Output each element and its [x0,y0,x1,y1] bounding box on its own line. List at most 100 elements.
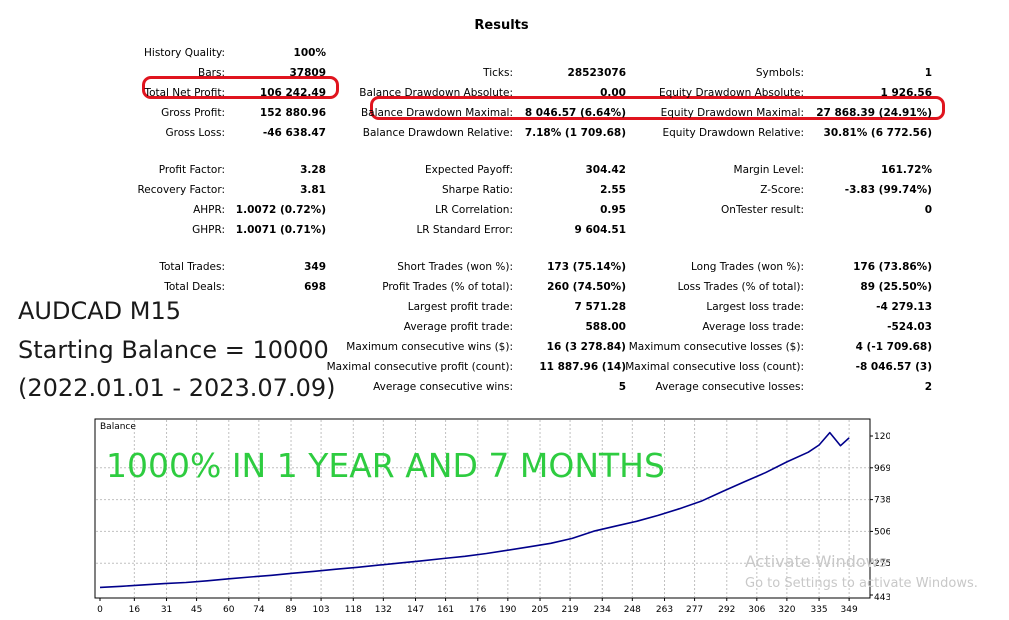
stat-value: -4 279.13 [876,301,932,313]
caption-date-range: (2022.01.01 - 2023.07.09) [18,374,336,402]
stat-label: Bars: [198,67,225,79]
stat-value: 698 [304,281,326,293]
stat-value: -8 046.57 (3) [855,361,932,373]
x-tick-label: 0 [97,605,103,615]
stat-label: Maximal consecutive loss (count): [625,361,804,373]
stat-label: Average loss trade: [702,321,804,333]
stat-label: Average consecutive wins: [373,381,513,393]
stat-value: 8 046.57 (6.64%) [524,107,626,119]
x-tick-label: 31 [161,605,172,615]
y-tick-label: 96936 [874,464,890,474]
stat-value: 106 242.49 [259,87,326,99]
x-tick-label: 60 [223,605,235,615]
stat-label: LR Standard Error: [416,224,513,236]
stat-value: 0.00 [600,87,626,99]
stat-label: Margin Level: [733,164,804,176]
stat-label: Total Deals: [164,281,225,293]
stat-label: Balance Drawdown Absolute: [359,87,513,99]
stat-label: Largest loss trade: [706,301,804,313]
y-tick-label: 4439 [874,593,890,603]
stat-label: GHPR: [192,224,225,236]
stat-value: 588.00 [585,321,626,333]
stat-value: 9 604.51 [574,224,626,236]
stat-label: Equity Drawdown Absolute: [658,87,804,99]
stat-label: Short Trades (won %): [397,261,513,273]
stat-label: Maximum consecutive losses ($): [628,341,804,353]
x-tick-label: 292 [718,605,735,615]
stat-value: 161.72% [880,164,932,176]
x-tick-label: 176 [469,605,486,615]
stat-value: 152 880.96 [259,107,326,119]
x-tick-label: 45 [191,605,202,615]
stat-value: -524.03 [887,321,932,333]
stat-label: Z-Score: [760,184,804,196]
x-tick-label: 219 [561,605,578,615]
stat-label: Loss Trades (% of total): [677,281,804,293]
x-tick-label: 161 [437,605,454,615]
stat-value: 2.55 [600,184,626,196]
stat-value: -3.83 (99.74%) [844,184,932,196]
x-tick-label: 335 [810,605,827,615]
x-tick-label: 248 [624,605,641,615]
stat-label: Balance Drawdown Maximal: [360,107,513,119]
x-tick-label: 74 [253,605,265,615]
stat-value: 1 [924,67,932,79]
stat-label: LR Correlation: [435,204,513,216]
activate-windows-hint: Go to Settings to activate Windows. [745,576,978,591]
stat-value: 3.28 [300,164,326,176]
x-tick-label: 132 [375,605,392,615]
stat-value: 28523076 [567,67,626,79]
x-tick-label: 320 [778,605,795,615]
stat-value: 3.81 [300,184,326,196]
stat-value: 260 (74.50%) [547,281,626,293]
x-tick-label: 103 [312,605,329,615]
x-tick-label: 263 [656,605,673,615]
stat-label: Largest profit trade: [407,301,513,313]
stat-value: 37809 [289,67,326,79]
y-tick-label: 120060 [874,432,890,442]
stat-value: 30.81% (6 772.56) [823,127,932,139]
balance-chart: 0 16 31 45 60 74 89 103 118 132 147 161 176 190 205 219… [90,416,909,616]
activate-windows-watermark: Activate Windows [745,552,888,571]
x-tick-label: 190 [499,605,516,615]
stat-label: Recovery Factor: [137,184,225,196]
x-tick-label: 118 [345,605,362,615]
stat-value: 89 (25.50%) [860,281,932,293]
stat-value: 11 887.96 (14) [539,361,626,373]
stat-label: Average consecutive losses: [655,381,804,393]
stat-value: 304.42 [585,164,626,176]
balance-chart-svg: 0 16 31 45 60 74 89 103 118 132 147 161 176 190 205 219… [94,418,909,615]
stat-value: 2 [924,381,932,393]
stat-label: Long Trades (won %): [690,261,804,273]
stat-label: Total Trades: [159,261,225,273]
y-tick-label: 50687 [874,527,890,537]
stat-label: Profit Factor: [158,164,225,176]
stat-value: 5 [618,381,626,393]
stat-label: Total Net Profit: [144,87,225,99]
y-tick-label: 73811 [874,496,890,506]
stat-value: 1.0071 (0.71%) [235,224,326,236]
highlight-drawdown-maximal [370,96,945,120]
stat-value: 349 [304,261,326,273]
x-tick-label: 89 [285,605,297,615]
stat-label: Average profit trade: [403,321,513,333]
stat-label: AHPR: [193,204,225,216]
stat-label: Sharpe Ratio: [441,184,513,196]
stat-value: 7.18% (1 709.68) [524,127,626,139]
stat-value: 0.95 [600,204,626,216]
x-tick-label: 234 [594,605,611,615]
y-tick-label: 27563 [874,559,890,569]
stat-value: 100% [293,47,326,59]
stat-label: Profit Trades (% of total): [382,281,513,293]
stat-value: 176 (73.86%) [853,261,932,273]
x-tick-label: 147 [407,605,424,615]
stat-label: Gross Profit: [161,107,225,119]
stat-value: 27 868.39 (24.91%) [816,107,932,119]
caption-starting-balance: Starting Balance = 10000 [18,336,329,364]
caption-symbol: AUDCAD M15 [18,297,181,325]
stat-label: Ticks: [483,67,513,79]
chart-title: Balance [100,422,136,432]
plot-frame [94,418,871,599]
stat-value: 7 571.28 [574,301,626,313]
balance-series-line [99,431,850,589]
